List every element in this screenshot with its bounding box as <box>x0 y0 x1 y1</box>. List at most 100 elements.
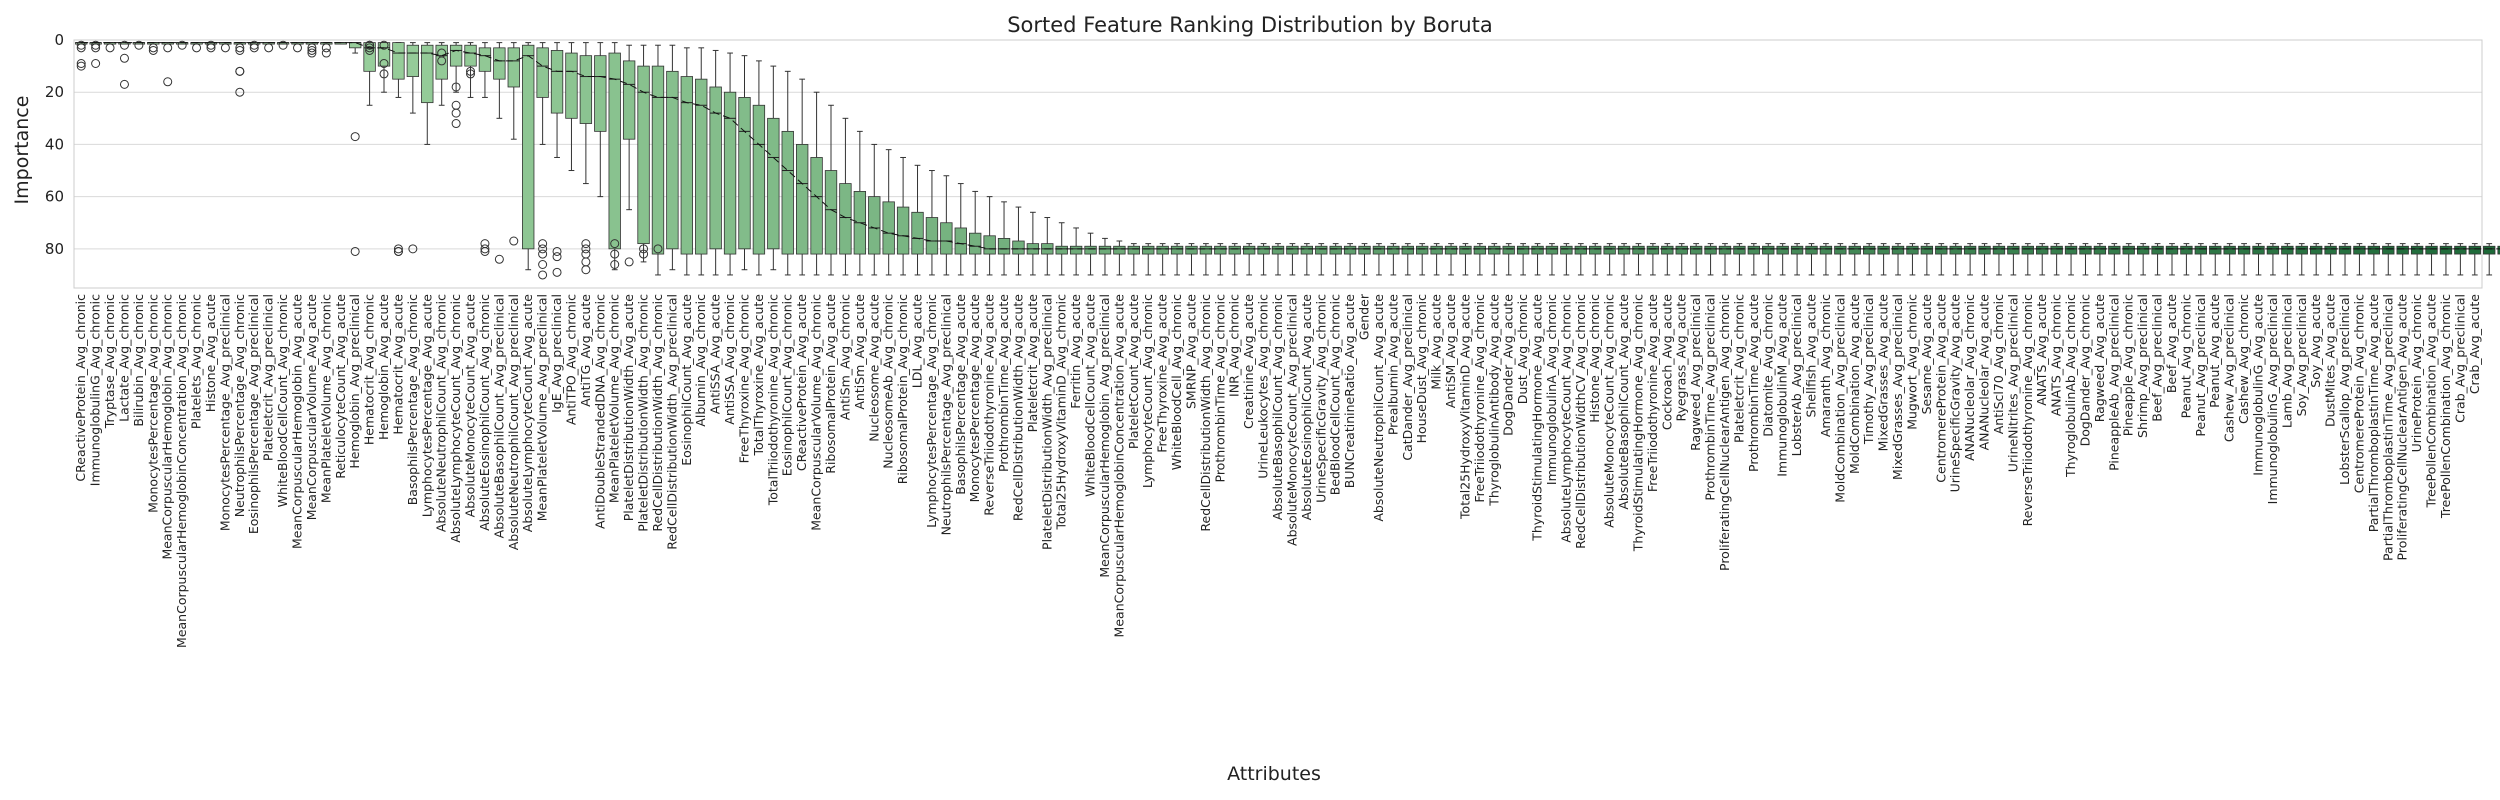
box-body <box>2151 245 2164 255</box>
box-body <box>2281 245 2294 255</box>
x-tick-label: Ragweed_Avg_acute <box>2092 294 2107 423</box>
box-body <box>810 157 823 255</box>
box-item <box>868 143 881 276</box>
box-item <box>1358 243 1371 276</box>
x-tick-label: CatDander_Avg_preclinical <box>1400 294 1415 461</box>
x-tick-label: Total25HydroxyVitaminD_Avg_acute <box>1457 294 1472 520</box>
x-tick-label: Ragweed_Avg_preclinical <box>1688 294 1703 451</box>
box-outlier <box>581 239 591 249</box>
box-item <box>1646 243 1660 276</box>
box-item <box>1170 243 1184 276</box>
x-tick-label: IgE_Avg_preclinical <box>549 294 564 413</box>
x-tick-label: ProliferatingCellNuclearAntigen_Avg_acut… <box>2395 294 2410 561</box>
box-item <box>1704 243 1717 276</box>
box-body <box>882 201 895 255</box>
x-tick-label: AbsoluteMonocyteCount_Avg_acute <box>463 294 478 518</box>
box-body <box>522 44 535 250</box>
x-tick-label: AbsoluteNeutrophilCount_Avg_preclinical <box>506 294 521 550</box>
box-item <box>2079 243 2092 276</box>
x-tick-label: Peanut_Avg_preclinical <box>2193 294 2208 437</box>
box-body <box>1242 245 1256 255</box>
box-item <box>2367 243 2381 276</box>
boxes-group <box>75 40 2500 280</box>
box-body <box>2237 245 2251 255</box>
box-outlier <box>76 43 86 53</box>
x-tick-label: CentromereProtein_Avg_chronic <box>2351 294 2366 493</box>
box-outlier <box>192 43 202 53</box>
box-body <box>1444 245 1458 255</box>
box-body <box>1762 245 1775 255</box>
box-body <box>1502 245 1515 255</box>
x-tick-label: DustMites_Avg_acute <box>2323 294 2338 427</box>
box-item <box>1156 243 1169 276</box>
x-tick-label: Cockroach_Avg_acute <box>1659 294 1674 430</box>
box-outlier <box>365 45 375 55</box>
box-body <box>1214 245 1227 255</box>
x-tick-label: MeanCorpuscularHemoglobin_Avg_preclinica… <box>1097 294 1112 578</box>
box-outlier <box>235 45 245 55</box>
box-body <box>608 52 621 250</box>
box-body <box>507 47 520 88</box>
box-outlier <box>76 58 86 68</box>
box-item <box>363 40 376 106</box>
x-tick-label: MeanCorpuscularVolume_Avg_chronic <box>809 294 824 531</box>
box-outlier <box>610 249 620 259</box>
x-tick-label: Beef_Avg_preclinical <box>2150 294 2165 422</box>
box-body <box>1142 245 1155 255</box>
box-outlier <box>235 66 245 76</box>
box-body <box>1271 245 1285 255</box>
box-item <box>2439 243 2453 276</box>
x-tick-label: PartialThromboplastinTime_Avg_preclinica… <box>2380 294 2395 561</box>
box-item <box>2237 243 2251 276</box>
box-item <box>392 42 405 256</box>
box-outlier <box>538 249 548 259</box>
x-tick-label: MeanCorpuscularHemoglobinConcentration_A… <box>1111 294 1126 638</box>
box-body <box>1286 245 1299 255</box>
x-tick-label: ThyroidStimulatingHormone_Avg_acute <box>1530 294 1545 542</box>
x-tick-label: Soy_Avg_preclinical <box>2294 294 2309 416</box>
box-body <box>796 144 809 255</box>
box-item <box>1098 237 1112 276</box>
box-body <box>1199 245 1213 255</box>
box-body <box>1516 245 1530 255</box>
box-outlier <box>379 69 389 79</box>
box-item <box>550 42 564 277</box>
box-outlier <box>307 43 317 53</box>
box-outlier <box>134 40 144 50</box>
box-item <box>565 42 578 172</box>
x-tick-label: WhiteBloodCell_Avg_chronic <box>1169 294 1184 470</box>
x-tick-label: ProthrombinTime_Avg_acute <box>996 294 1011 472</box>
y-tick-label: 40 <box>45 135 64 153</box>
x-tick-label: AbsoluteBasophilCount_Avg_chronic <box>1270 294 1285 520</box>
x-tick-label: MeanPlateletVolume_Avg_chronic <box>318 294 333 503</box>
box-outlier <box>610 260 620 270</box>
box-item <box>406 42 420 254</box>
box-body <box>2064 245 2078 255</box>
box-item <box>118 40 131 89</box>
box-item <box>709 49 722 276</box>
box-body <box>1949 245 1962 255</box>
box-item <box>2468 243 2481 276</box>
x-tick-label: RedCellDistributionWidth_Avg_chronic <box>1198 294 1213 532</box>
box-body <box>2108 245 2121 255</box>
box-body <box>752 104 766 255</box>
x-tick-label: UrineSpecificGravity_Avg_acute <box>1948 294 1963 493</box>
x-tick-label: TotalTriiodothyronine_Avg_chronic <box>765 294 780 506</box>
box-body <box>1617 245 1631 255</box>
box-body <box>1574 245 1587 255</box>
box-item <box>1718 243 1732 276</box>
x-tick-label: Hematocrit_Avg_acute <box>390 294 405 435</box>
x-tick-label: ProliferatingCellNuclearAntigen_Avg_chro… <box>1717 294 1732 571</box>
x-tick-label: AbsoluteEosinophilCount_Avg_chronic <box>477 294 492 531</box>
x-tick-label: ANATS_Avg_chronic <box>2049 294 2064 416</box>
x-tick-label: ImmunoglobulinA_Avg_chronic <box>1544 294 1559 485</box>
box-outlier <box>249 40 259 50</box>
box-body <box>377 42 391 67</box>
box-item <box>1113 240 1126 276</box>
box-item <box>1343 243 1357 276</box>
box-outlier <box>350 246 360 256</box>
box-body <box>1603 245 1616 255</box>
box-outlier <box>264 43 274 53</box>
box-outlier <box>393 246 403 256</box>
